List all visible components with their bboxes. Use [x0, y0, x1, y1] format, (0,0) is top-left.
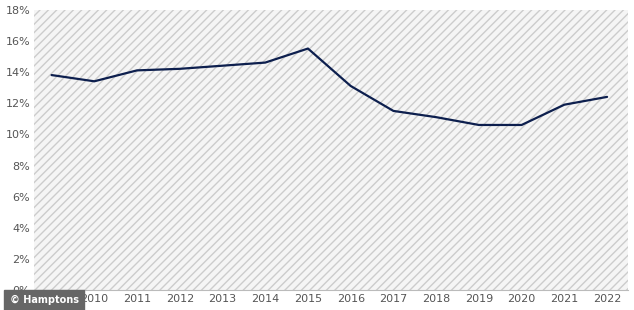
Text: © Hamptons: © Hamptons	[10, 295, 79, 305]
